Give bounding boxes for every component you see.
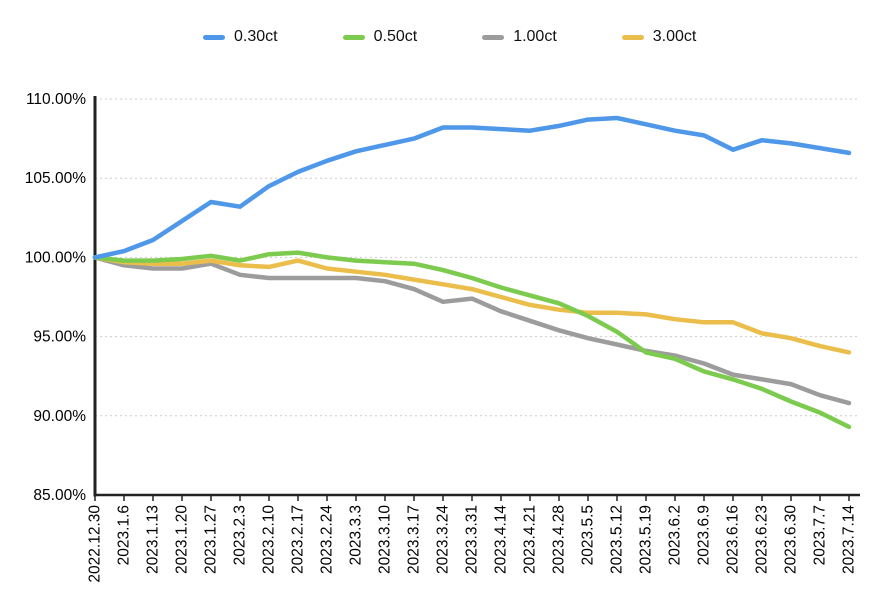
x-axis-label-2023.1.13: 2023.1.13 [145,505,162,574]
legend-item-050ct[interactable]: 0.50ct [342,28,418,45]
series-line-0.50ct[interactable] [92,250,852,430]
legend-label-050ct: 0.50ct [373,28,418,45]
legend-swatch-030ct-icon [203,34,225,40]
x-axis-label-2023.3.10: 2023.3.10 [377,505,394,574]
y-axis-label-95.00%: 95.00% [33,329,86,346]
legend-swatch-100ct-icon [482,34,505,40]
legend-label-100ct: 1.00ct [513,28,557,45]
x-axis-label-2023.4.28: 2023.4.28 [551,505,568,574]
x-axis-label-2023.5.5: 2023.5.5 [580,505,597,565]
y-axis-label-105.00%: 105.00% [25,170,86,187]
x-axis-label-2023.6.9: 2023.6.9 [696,505,713,565]
x-axis-label-2023.6.23: 2023.6.23 [754,505,771,574]
x-axis-label-2023.2.10: 2023.2.10 [261,505,278,574]
series-line-0.30ct[interactable] [92,115,852,260]
x-axis-label-2023.6.30: 2023.6.30 [783,505,800,574]
x-axis-label-2023.3.3: 2023.3.3 [348,505,365,565]
x-axis-label-2023.6.2: 2023.6.2 [667,505,684,565]
x-axis-label-2022.12.30: 2022.12.30 [87,505,104,583]
x-axis-label-2023.1.27: 2023.1.27 [203,505,220,574]
legend-item-030ct[interactable]: 0.30ct [203,29,278,45]
x-axis-label-2023.2.24: 2023.2.24 [319,505,336,574]
legend-item-300ct[interactable]: 3.00ct [621,28,697,45]
legend-item-100ct[interactable]: 1.00ct [482,29,557,45]
legend-label-300ct: 3.00ct [652,28,697,45]
x-axis-label-2023.3.24: 2023.3.24 [435,505,452,574]
x-axis-label-2023.7.14: 2023.7.14 [841,505,858,574]
x-axis-label-2023.3.31: 2023.3.31 [464,505,481,574]
y-axis-label-100.00%: 100.00% [25,249,86,266]
y-axis-label-85.00%: 85.00% [33,487,86,504]
x-axis-label-2023.5.12: 2023.5.12 [609,505,626,574]
x-axis-label-2023.5.19: 2023.5.19 [638,505,655,574]
x-axis-label-2023.1.20: 2023.1.20 [174,505,191,574]
x-axis-label-2023.7.7: 2023.7.7 [812,505,829,565]
x-axis-label-2023.2.17: 2023.2.17 [290,505,307,574]
x-axis-label-2023.2.3: 2023.2.3 [232,505,249,565]
x-axis-label-2023.6.16: 2023.6.16 [725,505,742,574]
legend-swatch-300ct-icon [621,34,644,40]
chart-legend: 0.30ct 0.50ct 1.00ct 3.00ct [203,29,696,45]
y-axis-label-90.00%: 90.00% [33,408,86,425]
x-axis-label-2023.3.17: 2023.3.17 [406,505,423,574]
legend-label-030ct: 0.30ct [234,28,278,45]
series-line-3.00ct[interactable] [92,255,852,355]
y-axis-label-110.00%: 110.00% [26,91,86,108]
x-axis-label-2023.4.21: 2023.4.21 [522,505,539,574]
x-axis-label-2023.1.6: 2023.1.6 [116,505,133,565]
x-axis-label-2023.4.14: 2023.4.14 [493,505,510,574]
series-line-1.00ct[interactable] [92,255,852,406]
legend-swatch-050ct-icon [342,34,365,40]
